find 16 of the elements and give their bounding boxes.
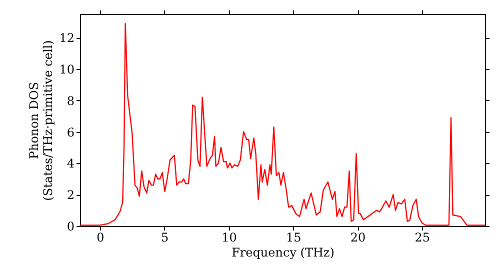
y-tick-label: 4: [66, 156, 75, 171]
x-tick-label: 25: [414, 230, 430, 244]
y-tick-label: 6: [66, 125, 74, 140]
y-axis-title: Phonon DOS (States/THz·primitive cell): [27, 40, 56, 201]
y-tick-label: 10: [59, 62, 74, 76]
y-tick-label: 8: [66, 94, 74, 108]
x-tick-label: 15: [286, 230, 302, 244]
x-tick-label: 20: [350, 230, 366, 244]
y-tick-label: 2: [66, 188, 74, 202]
y-tick-label: 0: [66, 220, 74, 234]
y-tick-label: 12: [59, 31, 74, 46]
x-tick-label: 5: [161, 230, 169, 244]
x-tick-label: 10: [222, 230, 237, 244]
x-tick-label: 0: [96, 230, 104, 244]
line-series: [80, 22, 485, 226]
x-axis-title: Frequency (THz): [232, 246, 334, 260]
